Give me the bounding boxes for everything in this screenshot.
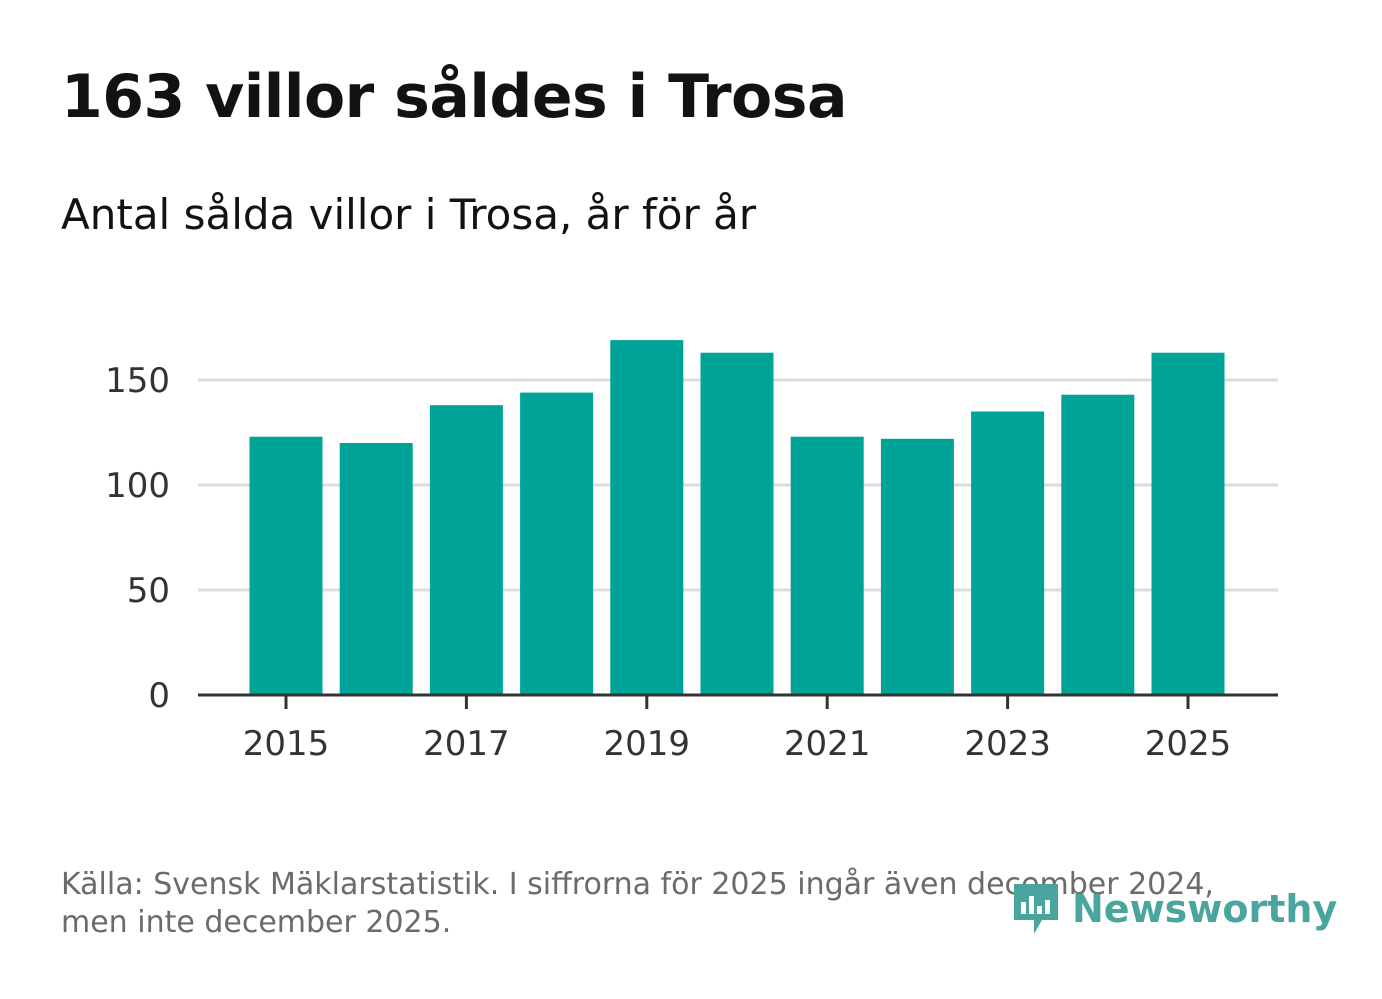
bar-2018 (520, 392, 594, 695)
bar-2024 (1061, 394, 1135, 695)
chart-title: 163 villor såldes i Trosa (61, 62, 847, 132)
x-tick-label: 2023 (964, 724, 1051, 764)
x-tick-label: 2021 (784, 724, 871, 764)
x-tick-label: 2019 (604, 724, 691, 764)
x-tick-label: 2017 (423, 724, 510, 764)
bar-2020 (700, 352, 774, 695)
x-tick-label: 2015 (243, 724, 330, 764)
bar-2017 (429, 405, 503, 695)
bar-2023 (971, 411, 1045, 695)
chart-subtitle: Antal sålda villor i Trosa, år för år (61, 190, 757, 239)
brand-name: Newsworthy (1072, 887, 1338, 931)
y-tick-label: 150 (105, 361, 170, 401)
y-tick-label: 0 (148, 676, 170, 716)
bar-2016 (339, 443, 413, 695)
x-tick-label: 2025 (1145, 724, 1232, 764)
bar-2022 (880, 438, 954, 695)
newsworthy-logo-icon (1014, 884, 1058, 934)
brand-logo: Newsworthy (1010, 878, 1337, 940)
bar-2021 (790, 436, 864, 695)
bar-2025 (1151, 352, 1225, 695)
y-tick-label: 100 (105, 466, 170, 506)
y-tick-label: 50 (127, 571, 170, 611)
bar-2019 (610, 340, 684, 695)
bar-2015 (249, 436, 323, 695)
